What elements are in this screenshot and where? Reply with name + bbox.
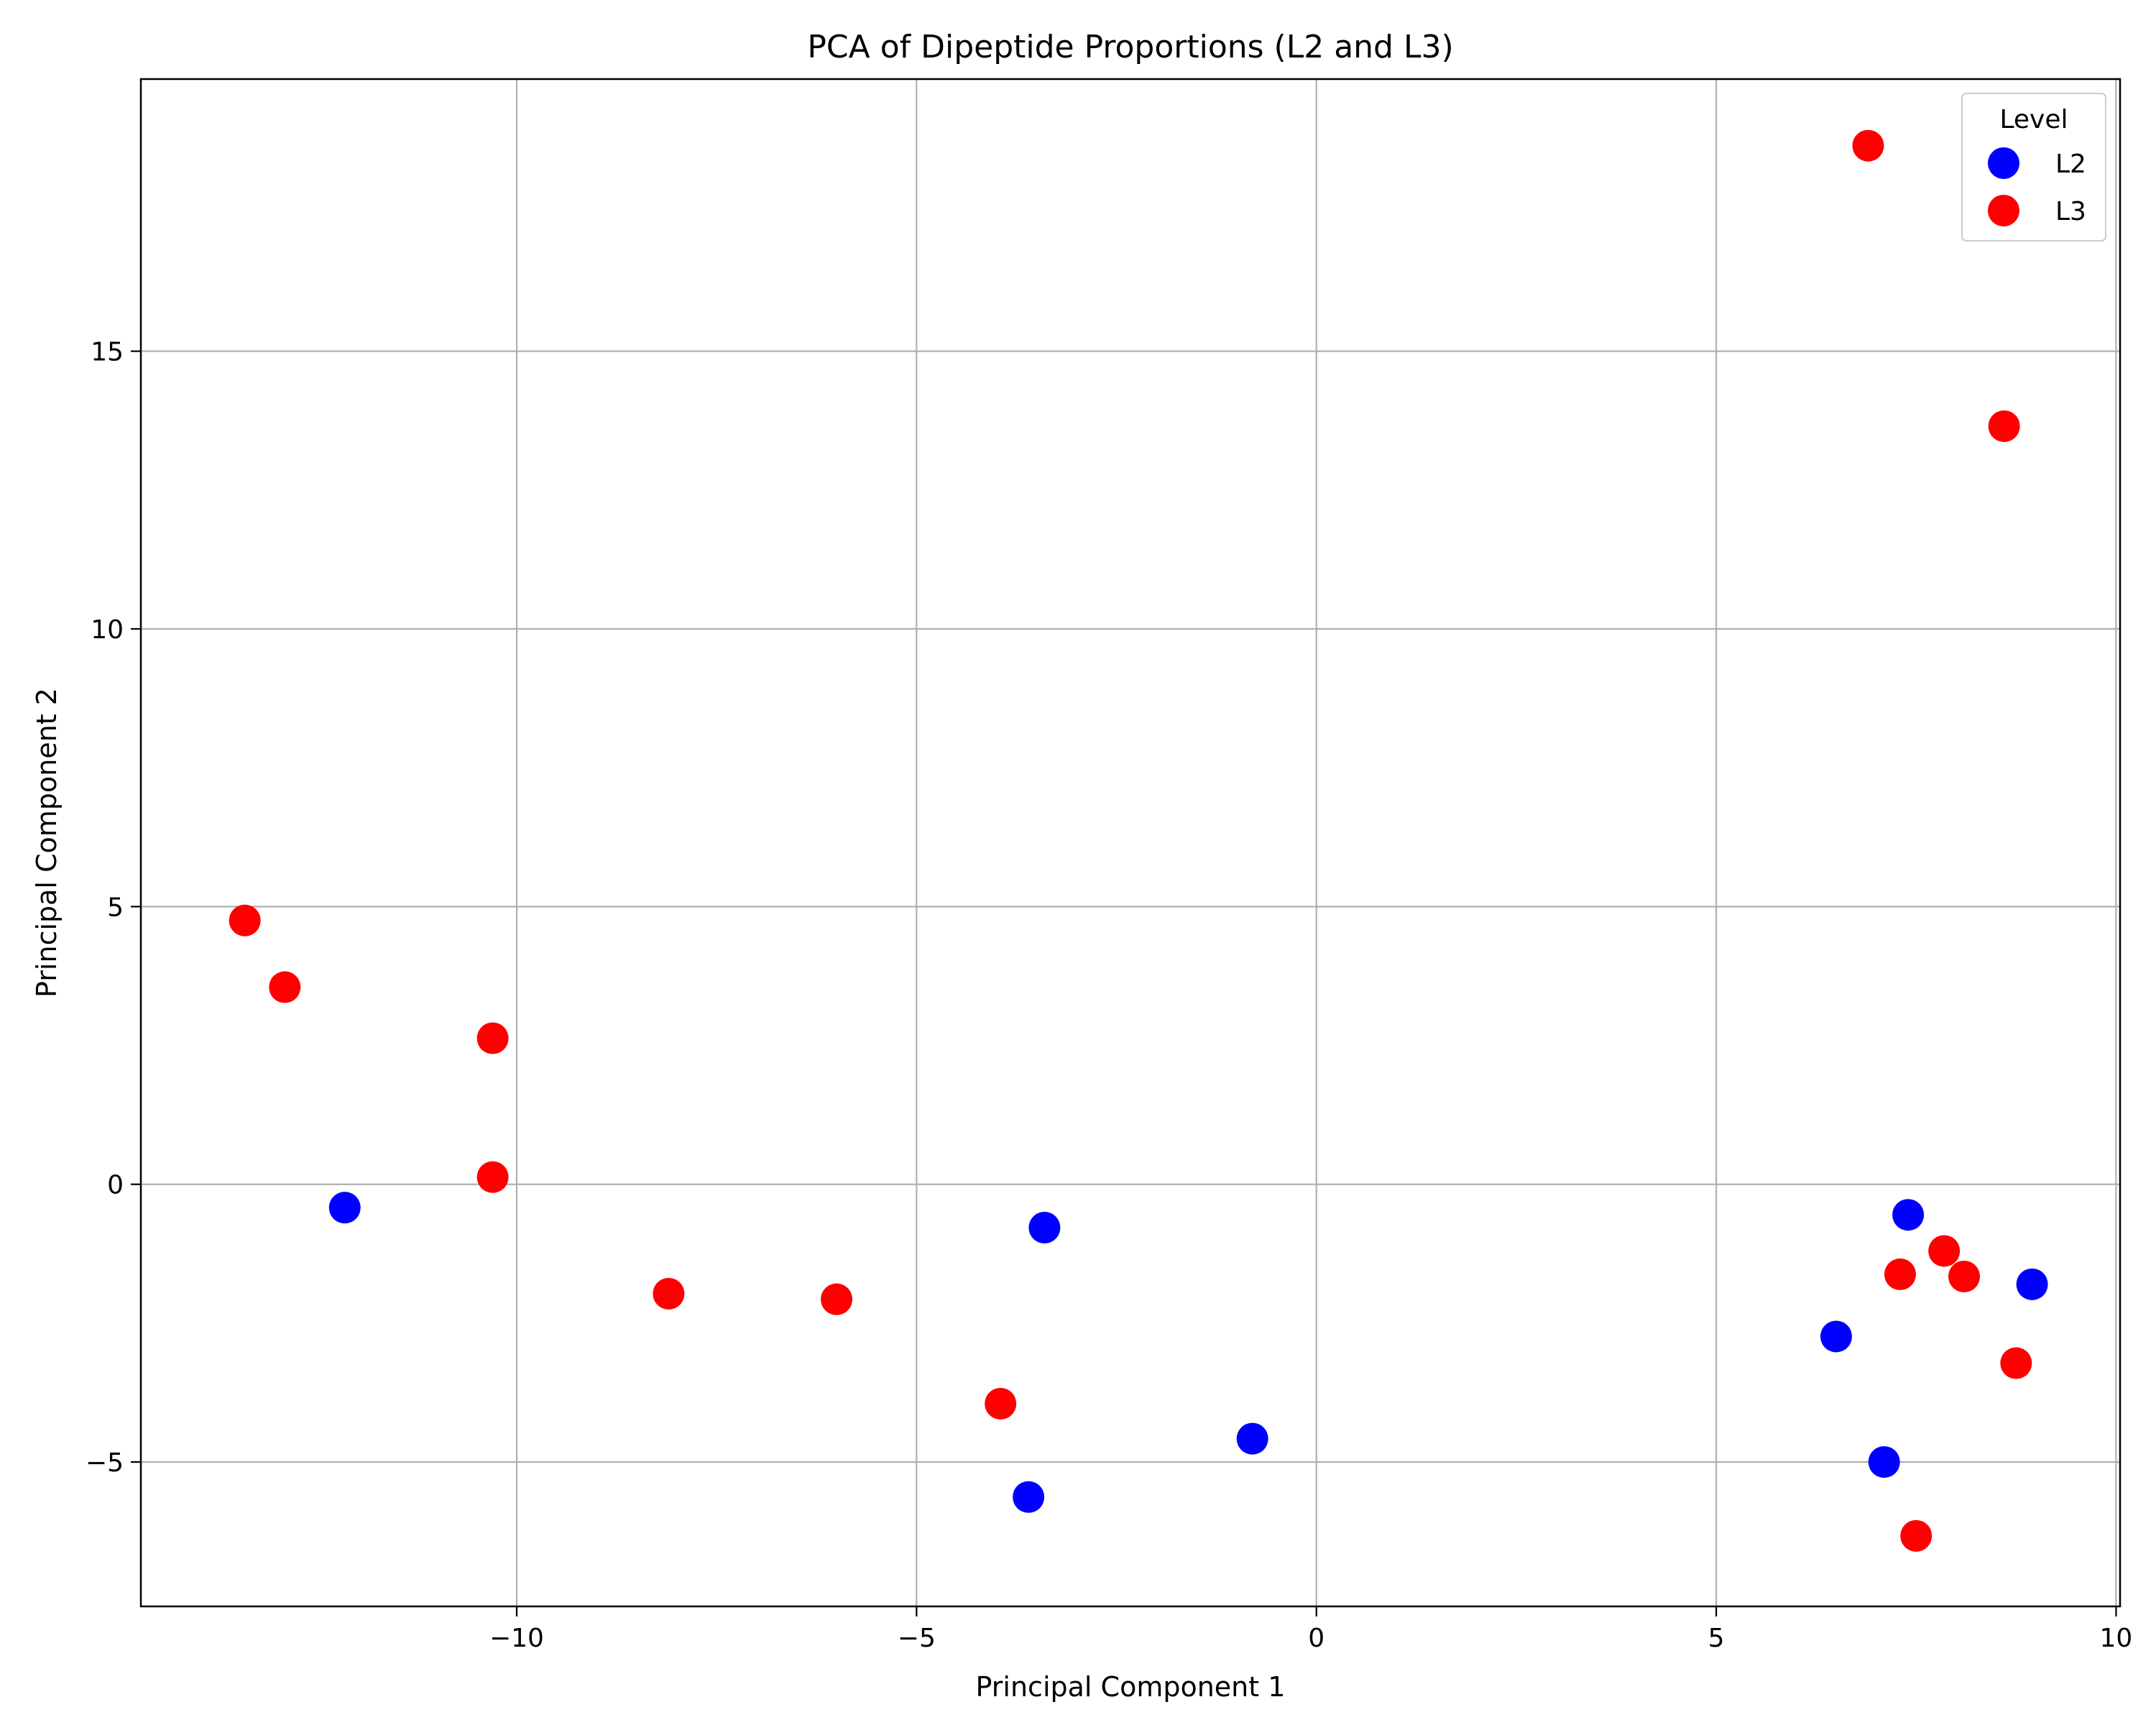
x-tick-label: −10 bbox=[489, 1624, 544, 1653]
legend: Level L2 L3 bbox=[1961, 93, 2106, 242]
legend-marker-l3 bbox=[1988, 195, 2019, 226]
x-tick-label: −5 bbox=[898, 1624, 936, 1653]
x-tick-label: 5 bbox=[1708, 1624, 1725, 1653]
data-point-l3 bbox=[653, 1277, 685, 1310]
data-point-l3 bbox=[1884, 1258, 1916, 1290]
y-tick-label: 10 bbox=[91, 615, 124, 645]
plot-frame bbox=[139, 78, 2122, 1608]
chart-title: PCA of Dipeptide Proportions (L2 and L3) bbox=[807, 29, 1453, 65]
data-point-l2 bbox=[1892, 1199, 1925, 1231]
data-point-l3 bbox=[1988, 410, 2020, 442]
data-point-l2 bbox=[1820, 1320, 1852, 1353]
y-axis-label: Principal Component 2 bbox=[31, 688, 63, 998]
data-point-l2 bbox=[1868, 1446, 1900, 1478]
data-point-l3 bbox=[1948, 1261, 1981, 1292]
data-points bbox=[229, 129, 2048, 1552]
data-point-l3 bbox=[1900, 1519, 1932, 1552]
data-point-l3 bbox=[269, 971, 301, 1003]
data-point-l2 bbox=[328, 1192, 361, 1224]
data-point-l3 bbox=[821, 1283, 853, 1315]
data-point-l2 bbox=[1013, 1481, 1045, 1513]
data-point-l3 bbox=[229, 904, 261, 937]
legend-label-l3: L3 bbox=[2055, 197, 2086, 226]
data-point-l2 bbox=[2016, 1268, 2048, 1300]
axis-ticks: −10 −5 0 5 10 −5 0 5 10 15 bbox=[86, 338, 2132, 1653]
grid-lines bbox=[141, 79, 2120, 1606]
legend-label-l2: L2 bbox=[2055, 150, 2086, 179]
y-tick-label: 0 bbox=[107, 1171, 124, 1200]
y-tick-label: −5 bbox=[86, 1448, 124, 1478]
data-point-l2 bbox=[1028, 1212, 1061, 1243]
data-point-l3 bbox=[1928, 1235, 1961, 1267]
legend-title: Level bbox=[1999, 105, 2068, 134]
data-point-l3 bbox=[1852, 129, 1884, 162]
data-point-l3 bbox=[2000, 1347, 2032, 1379]
x-tick-label: 10 bbox=[2100, 1624, 2133, 1653]
data-point-l3 bbox=[985, 1387, 1017, 1420]
x-tick-label: 0 bbox=[1308, 1624, 1325, 1653]
data-point-l3 bbox=[476, 1161, 509, 1193]
y-tick-label: 15 bbox=[91, 338, 124, 367]
x-axis-label: Principal Component 1 bbox=[976, 1671, 1286, 1703]
data-point-l2 bbox=[1236, 1422, 1268, 1455]
legend-marker-l2 bbox=[1988, 147, 2019, 179]
data-point-l3 bbox=[476, 1022, 509, 1054]
y-tick-label: 5 bbox=[107, 893, 124, 922]
